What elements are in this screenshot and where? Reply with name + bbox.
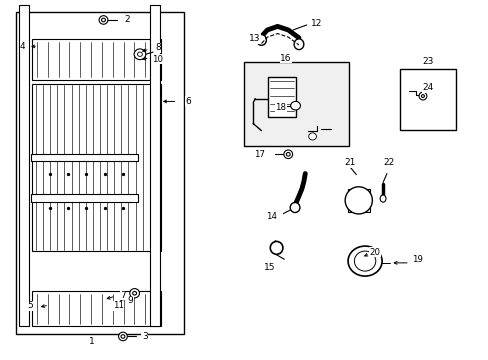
Text: 2: 2 bbox=[124, 15, 129, 24]
Bar bbox=[32, 291, 161, 327]
Text: 7: 7 bbox=[120, 291, 125, 300]
Ellipse shape bbox=[379, 195, 385, 202]
Ellipse shape bbox=[102, 18, 105, 22]
Text: 24: 24 bbox=[422, 83, 433, 92]
Bar bbox=[267, 77, 295, 117]
Text: 14: 14 bbox=[265, 212, 276, 221]
Ellipse shape bbox=[270, 242, 283, 254]
Ellipse shape bbox=[121, 335, 124, 338]
Text: 20: 20 bbox=[368, 248, 380, 257]
Ellipse shape bbox=[293, 39, 303, 50]
Text: 21: 21 bbox=[344, 158, 355, 167]
Bar bbox=[30, 154, 137, 161]
Text: 11: 11 bbox=[112, 301, 123, 310]
Text: 15: 15 bbox=[264, 263, 275, 272]
Bar bbox=[150, 5, 160, 327]
Text: 8: 8 bbox=[155, 43, 161, 52]
Ellipse shape bbox=[347, 246, 381, 276]
Ellipse shape bbox=[354, 251, 375, 271]
Text: 12: 12 bbox=[310, 19, 322, 28]
Ellipse shape bbox=[286, 153, 289, 156]
Text: 9: 9 bbox=[127, 296, 133, 305]
Ellipse shape bbox=[129, 289, 139, 298]
Ellipse shape bbox=[284, 150, 292, 158]
Text: 18: 18 bbox=[275, 103, 286, 112]
Ellipse shape bbox=[137, 52, 142, 57]
Text: 23: 23 bbox=[422, 57, 433, 66]
Ellipse shape bbox=[421, 95, 424, 98]
Text: 1: 1 bbox=[88, 337, 94, 346]
Text: 6: 6 bbox=[185, 97, 191, 106]
Ellipse shape bbox=[290, 102, 300, 110]
Bar bbox=[19, 5, 29, 327]
Bar bbox=[16, 12, 183, 334]
Ellipse shape bbox=[345, 187, 372, 214]
Bar bbox=[399, 69, 455, 130]
Text: 22: 22 bbox=[383, 158, 394, 167]
Bar bbox=[32, 39, 161, 80]
Text: 10: 10 bbox=[152, 55, 163, 64]
Ellipse shape bbox=[289, 203, 299, 212]
Text: 4: 4 bbox=[20, 42, 25, 51]
Ellipse shape bbox=[99, 16, 108, 24]
Bar bbox=[32, 84, 161, 251]
Text: 16: 16 bbox=[280, 54, 291, 63]
Text: 19: 19 bbox=[411, 255, 422, 264]
Text: 3: 3 bbox=[142, 332, 147, 341]
Ellipse shape bbox=[132, 292, 136, 295]
Bar bbox=[244, 62, 348, 146]
Text: 17: 17 bbox=[253, 150, 264, 159]
Ellipse shape bbox=[308, 133, 316, 140]
Bar bbox=[347, 189, 369, 212]
Text: 13: 13 bbox=[249, 35, 261, 44]
Ellipse shape bbox=[256, 35, 266, 45]
Text: 5: 5 bbox=[28, 301, 33, 310]
Ellipse shape bbox=[418, 92, 426, 100]
Ellipse shape bbox=[134, 49, 145, 60]
Bar bbox=[30, 194, 137, 202]
Ellipse shape bbox=[118, 332, 127, 341]
